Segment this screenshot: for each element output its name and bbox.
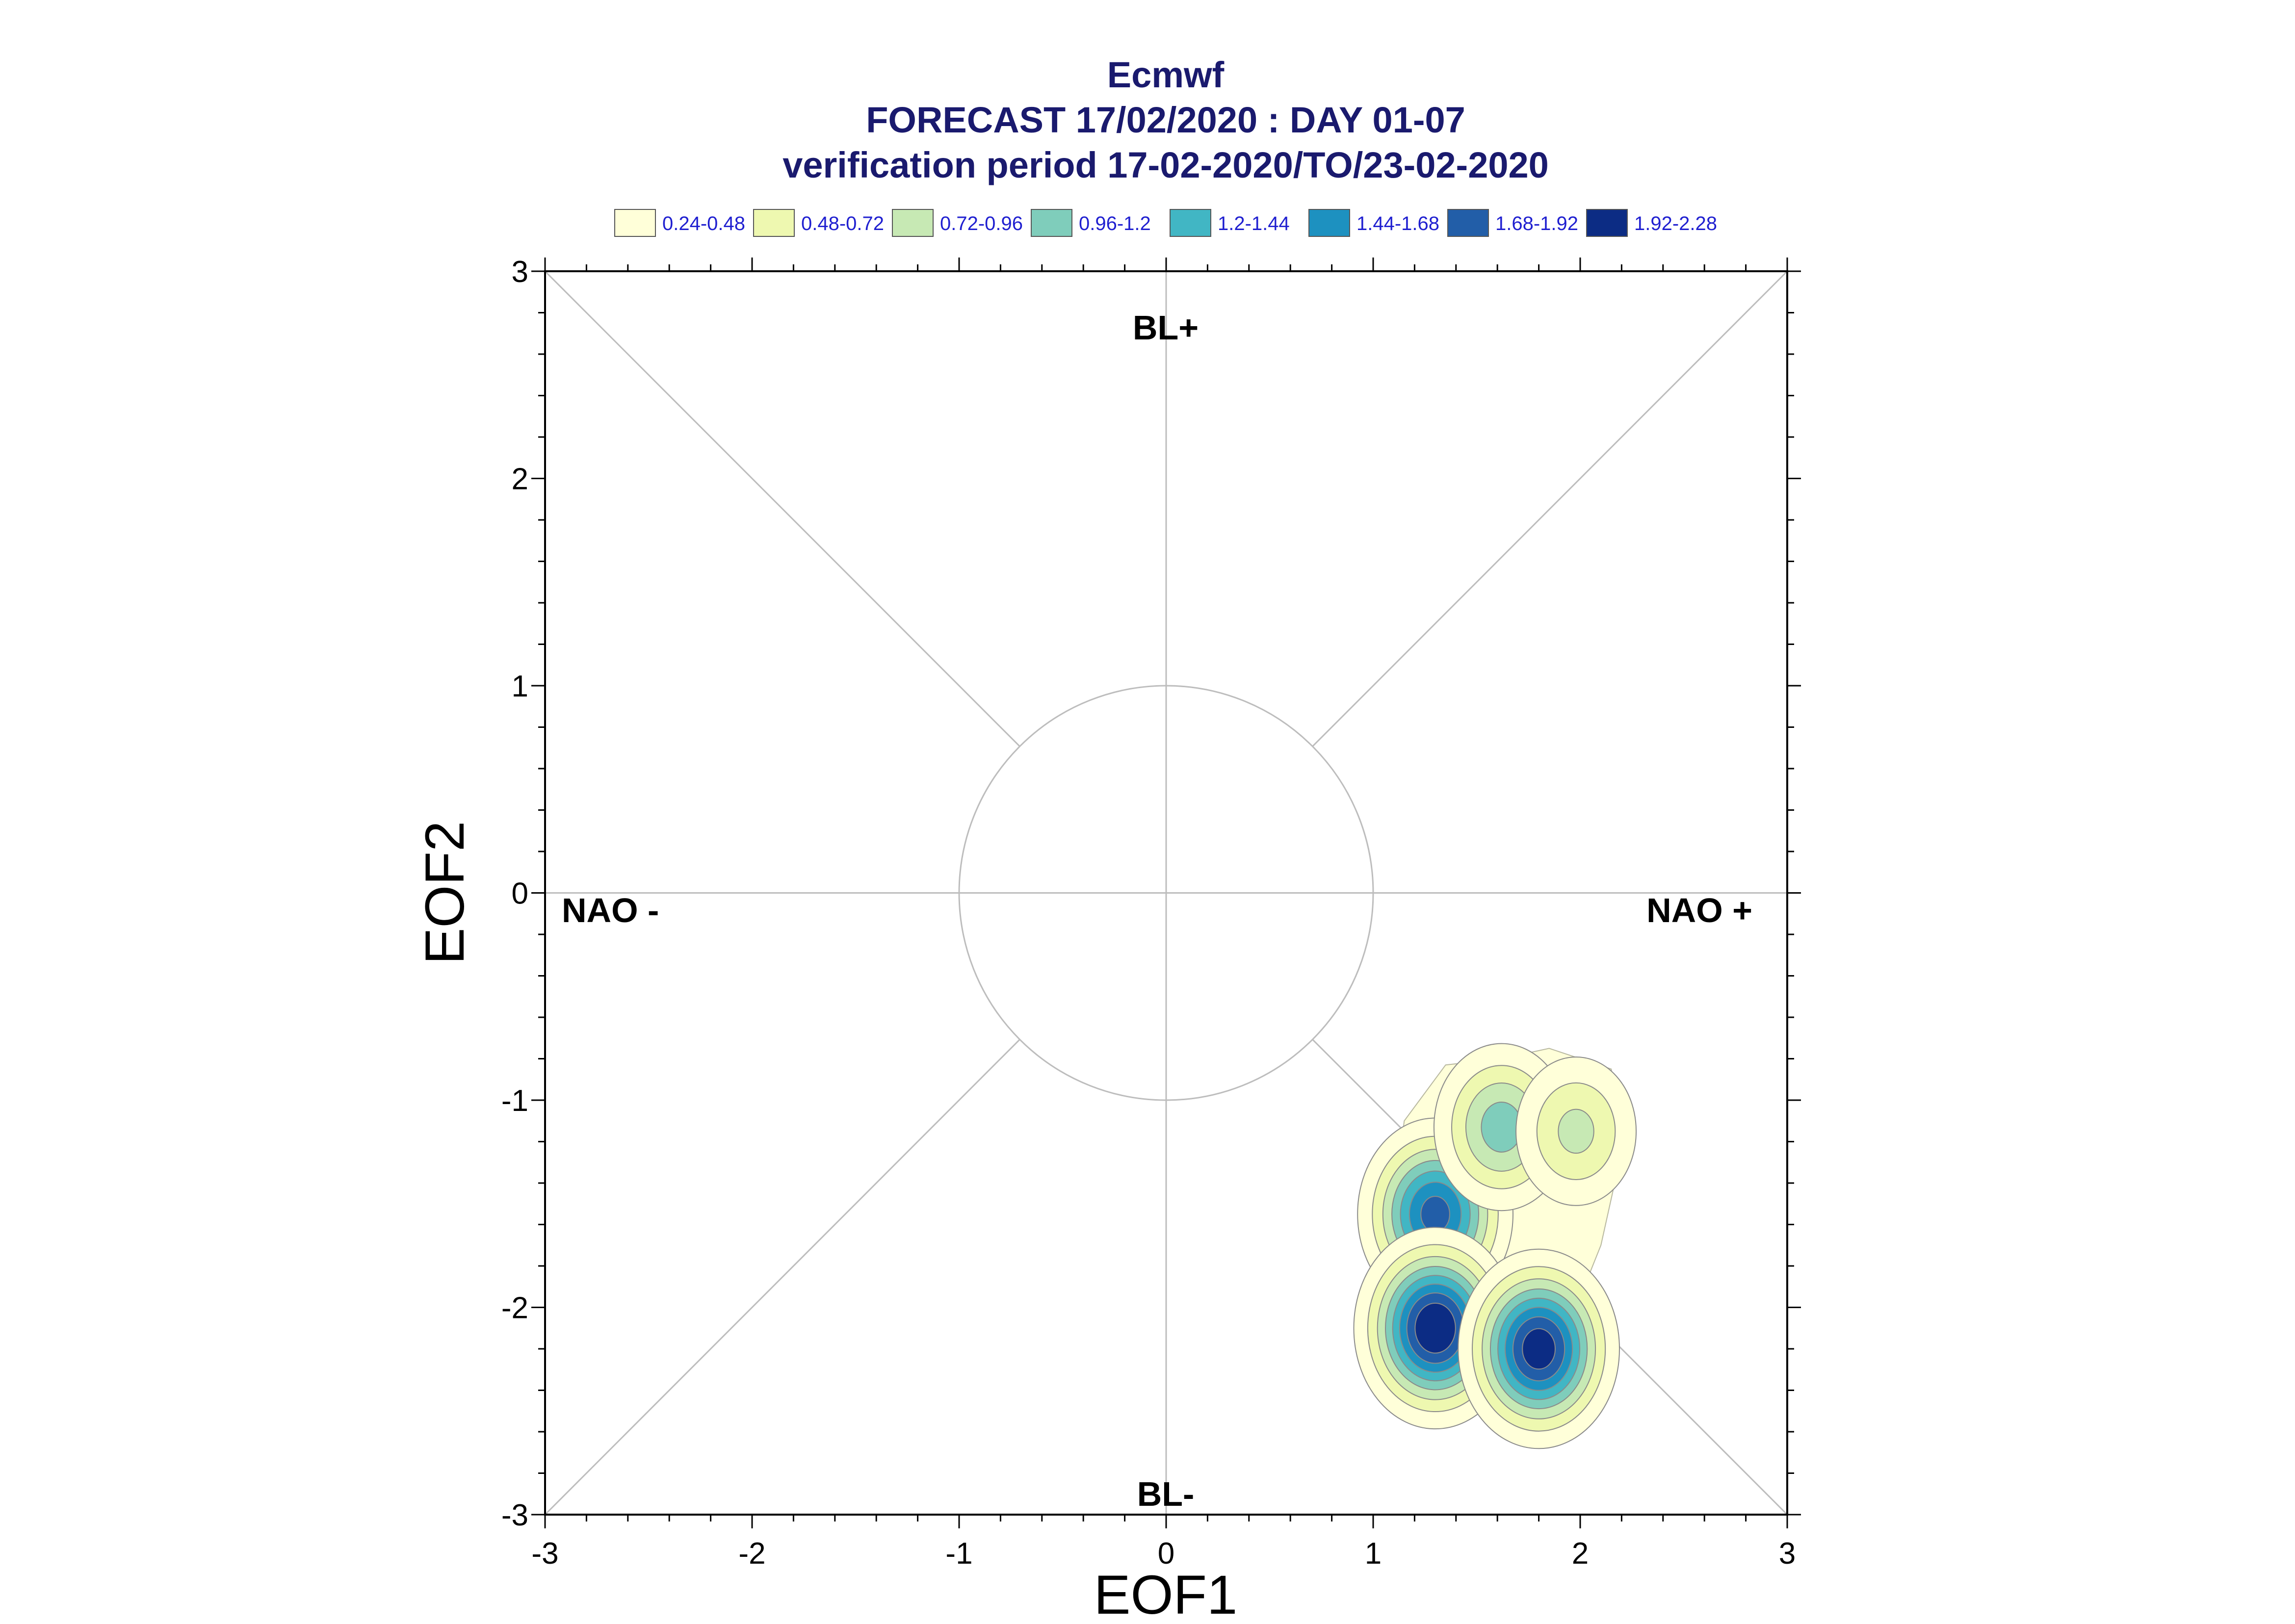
legend-label: 0.72-0.96 bbox=[940, 213, 1023, 234]
y-tick-label: 3 bbox=[512, 255, 528, 289]
y-axis-title: EOF2 bbox=[414, 821, 475, 965]
y-tick-label: 0 bbox=[512, 877, 528, 911]
legend-swatch bbox=[1031, 209, 1072, 237]
regime-labels: BL+ BL- NAO - NAO + bbox=[562, 309, 1752, 1513]
legend-swatch bbox=[753, 209, 795, 237]
x-tick-label: 1 bbox=[1365, 1537, 1382, 1571]
legend-label: 0.48-0.72 bbox=[801, 213, 884, 234]
chart-titles: Ecmwf FORECAST 17/02/2020 : DAY 01-07 ve… bbox=[782, 54, 1549, 185]
y-tick-label: -2 bbox=[501, 1291, 528, 1325]
diagonal-line bbox=[544, 1039, 1020, 1516]
legend-label: 1.68-1.92 bbox=[1495, 213, 1578, 234]
chart-subtitle-forecast: FORECAST 17/02/2020 : DAY 01-07 bbox=[866, 100, 1465, 140]
y-tick-label: 2 bbox=[512, 463, 528, 496]
density-contour bbox=[1414, 1302, 1456, 1354]
legend-label: 1.2-1.44 bbox=[1218, 213, 1290, 234]
axis-ticks: -3 -2 -1 0 1 2 3 -3 -2 -1 0 1 2 3 bbox=[501, 255, 1801, 1571]
legend-label: 1.44-1.68 bbox=[1356, 213, 1439, 234]
legend-label: 0.24-0.48 bbox=[662, 213, 745, 234]
x-tick-label: 2 bbox=[1572, 1537, 1589, 1571]
x-tick-label: -2 bbox=[738, 1537, 765, 1571]
legend-swatch bbox=[614, 209, 656, 237]
reference-circle bbox=[958, 685, 1374, 1101]
x-tick-label: 3 bbox=[1779, 1537, 1796, 1571]
plot-area: -3 -2 -1 0 1 2 3 -3 -2 -1 0 1 2 3 BL+ BL- NAO - NAO + bbox=[501, 255, 1801, 1571]
chart-subtitle-period: verification period 17-02-2020/TO/23-02-… bbox=[782, 145, 1549, 185]
density-contour bbox=[1558, 1108, 1594, 1154]
diagonal-line bbox=[544, 270, 1020, 747]
regime-label-bl-minus: BL- bbox=[1137, 1475, 1195, 1513]
y-tick-label: 1 bbox=[512, 670, 528, 703]
x-tick-label: -1 bbox=[945, 1537, 972, 1571]
x-tick-label: 0 bbox=[1158, 1537, 1174, 1571]
legend-swatch bbox=[1308, 209, 1350, 237]
legend-swatch bbox=[1447, 209, 1489, 237]
x-axis-title: EOF1 bbox=[1094, 1564, 1238, 1624]
density-contours bbox=[1353, 1043, 1637, 1449]
legend-swatch bbox=[1170, 209, 1211, 237]
x-tick-label: -3 bbox=[531, 1537, 558, 1571]
legend-label: 0.96-1.2 bbox=[1079, 213, 1151, 234]
legend-swatch bbox=[892, 209, 934, 237]
regime-label-nao-plus: NAO + bbox=[1646, 891, 1752, 929]
regime-label-bl-plus: BL+ bbox=[1133, 309, 1199, 347]
legend-swatch bbox=[1586, 209, 1628, 237]
chart-title: Ecmwf bbox=[1107, 54, 1225, 95]
legend: 0.24-0.48 0.48-0.72 0.72-0.96 0.96-1.2 1.2-1… bbox=[614, 209, 1717, 237]
y-tick-label: -3 bbox=[501, 1498, 528, 1532]
y-tick-label: -1 bbox=[501, 1084, 528, 1118]
legend-label: 1.92-2.28 bbox=[1634, 213, 1717, 234]
density-contour bbox=[1522, 1328, 1556, 1370]
diagonal-line bbox=[1312, 270, 1788, 747]
regime-label-nao-minus: NAO - bbox=[562, 891, 659, 929]
density-contour bbox=[1420, 1196, 1450, 1233]
